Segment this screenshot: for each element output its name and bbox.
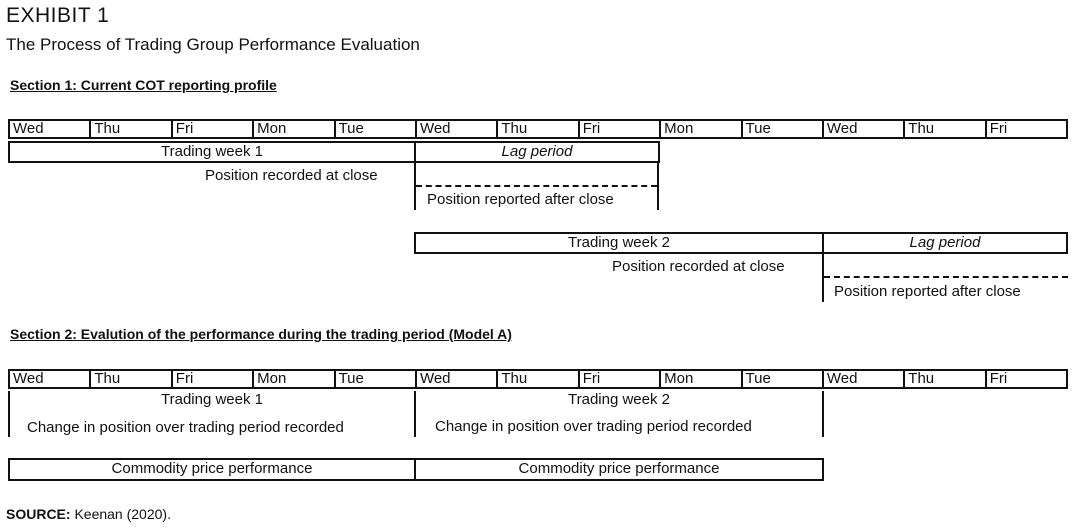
section1-title: Section 1: Current COT reporting profile [10,77,277,93]
source-label: SOURCE: [6,506,71,522]
day-cell: Mon [659,121,740,137]
day-cell: Mon [252,371,333,387]
day-cell: Wed [414,371,496,387]
day-cell: Wed [414,121,496,137]
section1-reported2: Position reported after close [834,283,1021,300]
dashed-divider [824,276,1068,278]
day-cell: Thu [903,121,984,137]
section2-change2: Change in position over trading period r… [435,418,752,435]
section2-change1: Change in position over trading period r… [27,419,344,436]
source-text: Keenan (2020). [70,506,171,522]
marker-line [822,411,824,437]
marker-line [414,161,416,210]
dashed-divider [416,185,657,187]
day-cell: Fri [170,371,252,387]
day-cell: Fri [577,371,659,387]
section1-lag-period1: Lag period [414,141,660,163]
day-cell: Thu [496,371,577,387]
day-cell: Tue [740,371,822,387]
section1-lag-period2: Lag period [822,232,1068,254]
day-cell: Thu [89,371,170,387]
section1-reported1: Position reported after close [427,191,614,208]
day-cell: Wed [13,371,44,387]
day-cell: Tue [333,371,415,387]
day-cell: Thu [89,121,170,137]
day-cell: Thu [903,371,984,387]
section2-price2: Commodity price performance [414,458,824,481]
exhibit-label: EXHIBIT 1 [6,4,110,27]
section2-day-row: Wed Thu Fri Mon Tue Wed Thu Fri Mon Tue … [8,369,1068,389]
day-cell: Tue [333,121,415,137]
day-cell: Fri [170,121,252,137]
section2-title: Section 2: Evalution of the performance … [10,326,512,342]
marker-line [657,161,659,210]
day-cell: Wed [821,371,903,387]
source-note: SOURCE: Keenan (2020). [6,506,171,522]
day-cell: Mon [659,371,740,387]
section1-trading-week2: Trading week 2 [414,232,824,254]
section2-trading-week1: Trading week 1 [8,391,416,413]
day-cell: Thu [496,121,577,137]
day-cell: Wed [13,121,44,137]
section1-recorded2: Position recorded at close [612,258,785,275]
marker-line [822,252,824,302]
day-cell: Fri [984,371,1066,387]
day-cell: Fri [577,121,659,137]
section2-trading-week2: Trading week 2 [414,391,824,413]
day-cell: Wed [821,121,903,137]
page-title: The Process of Trading Group Performance… [6,35,420,54]
section2-price1: Commodity price performance [8,458,416,481]
day-cell: Mon [252,121,333,137]
marker-line [8,411,10,437]
section1-trading-week1: Trading week 1 [8,141,416,163]
day-cell: Fri [984,121,1066,137]
marker-line [414,411,416,437]
section1-day-row: Wed Thu Fri Mon Tue Wed Thu Fri Mon Tue … [8,119,1068,139]
section1-recorded1: Position recorded at close [205,167,378,184]
day-cell: Tue [740,121,822,137]
